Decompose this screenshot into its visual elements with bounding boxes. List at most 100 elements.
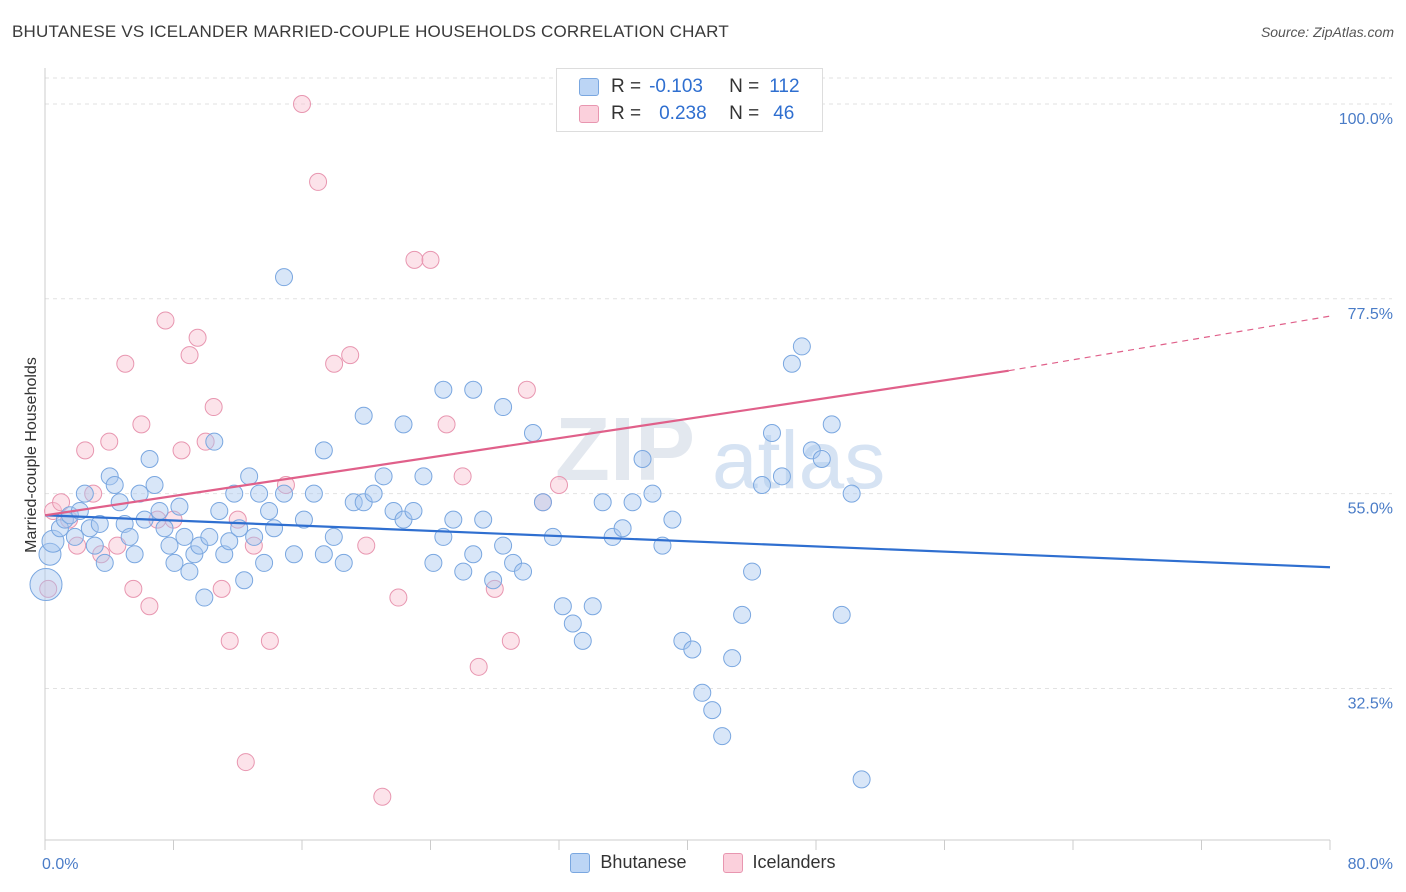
- bhutanese-point: [822, 415, 841, 434]
- bhutanese-points: [29, 268, 871, 789]
- bhutanese-point: [553, 597, 572, 616]
- bhutanese-point: [180, 562, 199, 581]
- icelanders-point: [421, 250, 440, 269]
- bhutanese-point: [205, 432, 224, 451]
- legend-swatch-icelanders: [579, 105, 599, 123]
- bhutanese-point: [762, 424, 781, 443]
- bhutanese-point: [693, 683, 712, 702]
- y-axis-label: Married-couple Households: [23, 357, 40, 553]
- bhutanese-point: [593, 493, 612, 512]
- bhutanese-point: [225, 484, 244, 503]
- bhutanese-point: [533, 493, 552, 512]
- grid-lines: [45, 77, 1392, 689]
- legend-swatch-icelanders: [722, 852, 743, 873]
- icelanders-point: [309, 172, 328, 191]
- y-tick-label: 32.5%: [1348, 695, 1393, 712]
- icelanders-point: [405, 250, 424, 269]
- icelanders-point: [116, 354, 135, 373]
- bhutanese-point: [245, 527, 264, 546]
- bhutanese-point: [743, 562, 762, 581]
- bhutanese-point: [354, 406, 373, 425]
- bhutanese-point: [250, 484, 269, 503]
- bhutanese-point: [314, 441, 333, 460]
- icelanders-point: [469, 657, 488, 676]
- bhutanese-point: [200, 527, 219, 546]
- bhutanese-point: [573, 631, 592, 650]
- legend-r-label: R =: [611, 76, 642, 97]
- icelanders-point: [124, 579, 143, 598]
- icelanders-point: [453, 467, 472, 486]
- bhutanese-point: [50, 519, 69, 538]
- icelanders-point: [293, 94, 311, 113]
- bhutanese-point: [75, 484, 94, 503]
- icelanders-point: [357, 536, 376, 555]
- bhutanese-point: [165, 553, 184, 572]
- bhutanese-point: [155, 519, 174, 538]
- bhutanese-trend-line: [44, 514, 1331, 569]
- icelanders-point: [550, 475, 568, 494]
- bhutanese-point: [344, 493, 363, 512]
- icelanders-point: [517, 380, 536, 399]
- bhutanese-point: [284, 545, 303, 564]
- bhutanese-point: [723, 649, 742, 668]
- bhutanese-point: [563, 614, 582, 633]
- bhutanese-point: [125, 545, 144, 564]
- icelanders-point: [100, 432, 119, 451]
- icelanders-point: [373, 787, 392, 806]
- bhutanese-point: [160, 536, 179, 555]
- bhutanese-point: [703, 701, 722, 720]
- bhutanese-point: [464, 380, 483, 399]
- icelanders-point: [140, 597, 159, 616]
- bhutanese-point: [364, 484, 383, 503]
- bhutanese-point: [185, 545, 204, 564]
- bhutanese-point: [832, 605, 851, 624]
- legend-r-value: -0.103: [649, 76, 703, 97]
- icelanders-point: [156, 311, 175, 330]
- bhutanese-point: [150, 501, 169, 520]
- bhutanese-point: [792, 337, 811, 356]
- bhutanese-point: [314, 545, 333, 564]
- bhutanese-point: [633, 450, 652, 468]
- bhutanese-point: [195, 588, 214, 607]
- icelanders-point: [39, 579, 58, 598]
- bhutanese-point: [29, 568, 63, 602]
- bhutanese-point: [220, 532, 239, 551]
- series-legend: Bhutanese Icelanders: [0, 852, 1406, 873]
- bhutanese-point: [454, 562, 473, 581]
- legend-row-bhutanese: R = -0.103 N = 112: [579, 75, 800, 99]
- bhutanese-point: [613, 519, 632, 538]
- bhutanese-point: [235, 571, 254, 590]
- bhutanese-point: [394, 415, 413, 434]
- bhutanese-point: [294, 510, 313, 529]
- bhutanese-point: [80, 519, 99, 538]
- bhutanese-point: [434, 380, 453, 399]
- watermark-atlas: atlas: [712, 415, 885, 506]
- axes: [44, 68, 1331, 850]
- y-tick-label: 55.0%: [1348, 501, 1393, 518]
- bhutanese-point: [444, 510, 463, 529]
- y-tick-label: 100.0%: [1339, 111, 1393, 128]
- icelanders-point: [76, 441, 95, 460]
- icelanders-point: [501, 631, 520, 650]
- bhutanese-point: [484, 571, 503, 590]
- trend-lines: [44, 315, 1331, 569]
- bhutanese-point: [713, 727, 732, 746]
- bhutanese-point: [140, 450, 159, 468]
- bhutanese-point: [105, 475, 124, 494]
- bhutanese-point: [494, 398, 513, 417]
- legend-swatch-bhutanese: [579, 78, 599, 96]
- bhutanese-point: [842, 484, 861, 503]
- bhutanese-point: [374, 467, 393, 486]
- bhutanese-point: [782, 354, 801, 373]
- bhutanese-point: [494, 536, 513, 555]
- bhutanese-point: [514, 562, 533, 581]
- legend-n-label: N =: [729, 76, 760, 97]
- bhutanese-point: [324, 527, 343, 546]
- legend-n-value: 112: [769, 76, 800, 97]
- bhutanese-point: [772, 467, 791, 486]
- legend-swatch-bhutanese: [570, 852, 591, 873]
- bhutanese-point: [170, 497, 189, 516]
- legend-n-label: N =: [729, 103, 760, 124]
- bhutanese-point: [643, 484, 662, 503]
- icelanders-point: [220, 631, 239, 650]
